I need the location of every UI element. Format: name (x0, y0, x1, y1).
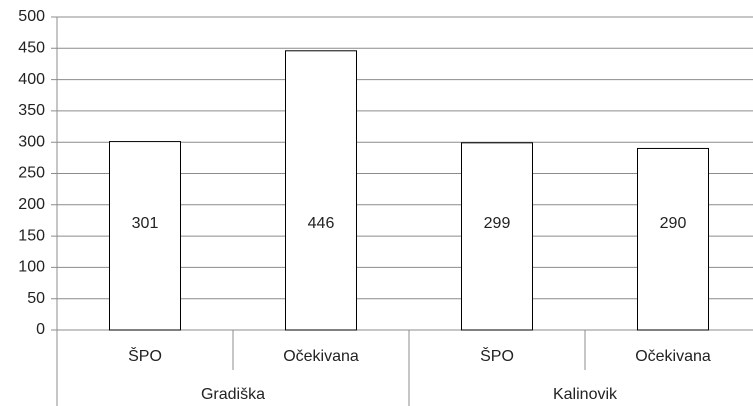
data-label: 446 (308, 215, 335, 232)
group-label: Gradiška (201, 386, 265, 403)
x-tick-label: ŠPO (128, 346, 162, 365)
data-label: 299 (484, 215, 511, 232)
x-tick-label: ŠPO (480, 346, 514, 365)
bar (285, 50, 357, 331)
group-label: Kalinovik (553, 386, 618, 403)
x-tick-label: Očekivana (283, 348, 359, 365)
y-tick-label: 50 (27, 290, 45, 307)
y-tick-label: 300 (18, 133, 45, 150)
y-tick-label: 100 (18, 259, 45, 276)
data-label: 301 (132, 215, 159, 232)
bar (461, 142, 533, 331)
y-tick-label: 350 (18, 102, 45, 119)
bar (109, 141, 181, 331)
y-tick-label: 450 (18, 40, 45, 57)
y-tick-label: 200 (18, 196, 45, 213)
y-tick-label: 150 (18, 227, 45, 244)
y-tick-label: 250 (18, 165, 45, 182)
data-label: 290 (660, 215, 687, 232)
bar (637, 147, 709, 331)
x-tick-label: Očekivana (635, 348, 711, 365)
y-tick-label: 0 (36, 321, 45, 338)
y-tick-label: 500 (18, 8, 45, 25)
y-tick-label: 400 (18, 71, 45, 88)
